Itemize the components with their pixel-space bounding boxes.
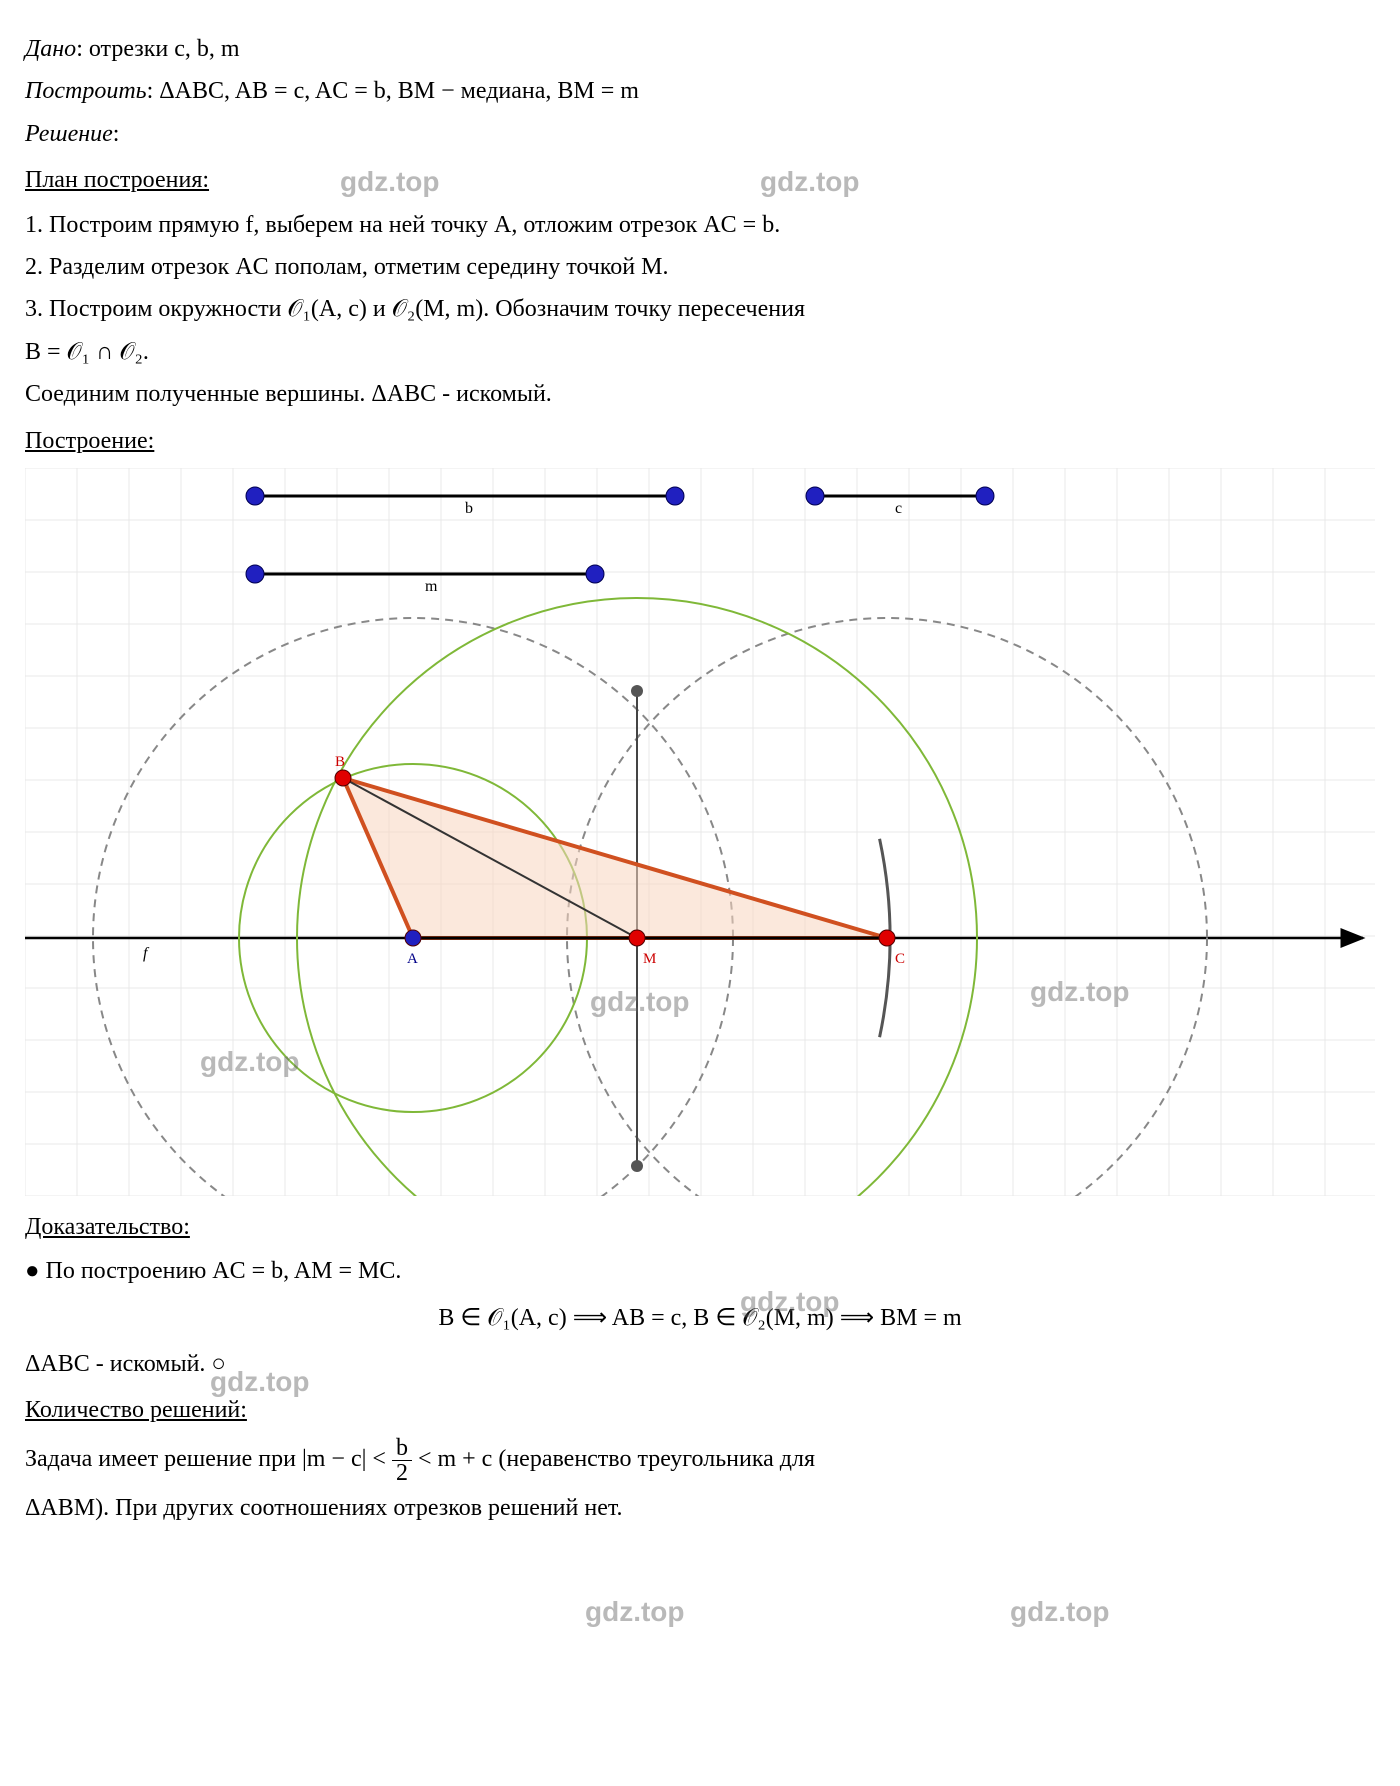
solutions-line-1: Задача имеет решение при |m − c| < b 2 <… [25, 1436, 1375, 1485]
svg-text:m: m [425, 578, 438, 595]
solutions-count-heading: Количество решений: [25, 1391, 1375, 1429]
solution-label: Решение [25, 121, 113, 147]
watermark: gdz.top [1010, 1590, 1110, 1635]
plan-step-3: 3. Построим окружности 𝒪₁(A, c) и 𝒪₂(M, … [25, 290, 1375, 328]
construct-line: Построить: ΔABC, AB = c, AC = b, BM − ме… [25, 72, 1375, 110]
plan-step-1: 1. Построим прямую f, выберем на ней точ… [25, 206, 1375, 244]
solution-line: Решение: [25, 115, 1375, 153]
fraction: b 2 [392, 1436, 412, 1485]
plan-step-2: 2. Разделим отрезок AC пополам, отметим … [25, 248, 1375, 286]
given-text: : отрезки c, b, m [76, 36, 239, 62]
svg-text:f: f [143, 945, 150, 962]
proof-math: B ∈ 𝒪₁(A, c) ⟹ AB = c, B ∈ 𝒪₂(M, m) ⟹ BM… [25, 1299, 1375, 1337]
svg-text:c: c [895, 500, 902, 517]
proof-conclusion: ΔABC - искомый. [25, 1345, 1375, 1383]
svg-text:A: A [407, 951, 418, 967]
construct-text: : ΔABC, AB = c, AC = b, BM − медиана, BM… [147, 78, 639, 104]
geometry-diagram: b c m f A B M C [25, 468, 1375, 1196]
plan-conclusion: Соединим полученные вершины. ΔABC - иско… [25, 375, 1375, 413]
given-line: Дано: отрезки c, b, m [25, 30, 1375, 68]
svg-text:b: b [465, 500, 473, 517]
construction-heading: Построение: [25, 422, 1375, 460]
svg-text:M: M [643, 951, 656, 967]
proof-line-1: По построению AC = b, AM = MC. [25, 1252, 1375, 1290]
svg-text:B: B [335, 754, 345, 770]
plan-heading: План построения: [25, 161, 1375, 199]
given-label: Дано [25, 36, 76, 62]
proof-heading: Доказательство: [25, 1208, 1375, 1246]
construct-label: Построить [25, 78, 147, 104]
watermark: gdz.top [585, 1590, 685, 1635]
solutions-line-2: ΔABM). При других соотношениях отрезков … [25, 1489, 1375, 1527]
plan-step-3-cont: B = 𝒪₁ ∩ 𝒪₂. [25, 333, 1375, 371]
svg-text:C: C [895, 951, 905, 967]
